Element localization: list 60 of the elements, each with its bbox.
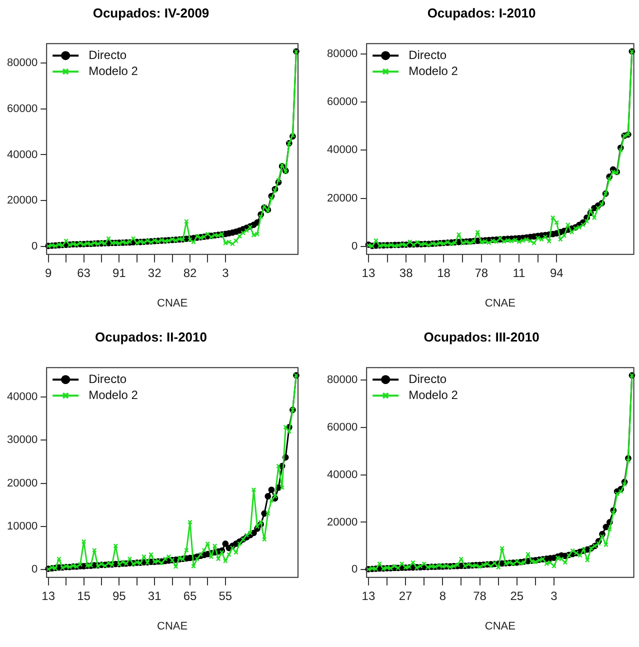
x-axis-title: CNAE — [484, 620, 516, 632]
legend-label: Directo — [88, 48, 127, 62]
x-axis-title: CNAE — [157, 620, 188, 632]
y-tick-label: 30000 — [6, 434, 38, 446]
y-tick-label: 20000 — [6, 477, 38, 490]
legend-label: Modelo 2 — [88, 388, 138, 402]
y-tick-label: 80000 — [326, 48, 358, 60]
x-tick-label: 3 — [550, 588, 558, 603]
x-tick-label: 31 — [148, 588, 162, 603]
y-tick-label: 80000 — [6, 56, 38, 69]
x-tick-label: 94 — [550, 266, 564, 280]
y-tick-label: 60000 — [326, 96, 358, 108]
legend-label: Modelo 2 — [408, 64, 458, 78]
y-tick-label: 40000 — [6, 148, 38, 161]
legend-label: Directo — [88, 372, 127, 386]
legend-label: Modelo 2 — [408, 388, 458, 402]
y-tick-label: 60000 — [326, 422, 358, 434]
y-tick-label: 0 — [31, 564, 38, 576]
chart-title: Ocupados: III-2010 — [424, 329, 540, 344]
x-tick-label: 38 — [399, 266, 414, 280]
y-tick-label: 40000 — [326, 144, 358, 156]
y-tick-label: 20000 — [326, 516, 358, 528]
x-tick-label: 27 — [398, 588, 413, 603]
y-tick-label: 0 — [31, 240, 38, 253]
x-tick-label: 9 — [45, 266, 52, 280]
x-tick-label: 78 — [474, 266, 488, 280]
y-tick-label: 40000 — [326, 468, 358, 481]
x-axis-title: CNAE — [157, 297, 188, 310]
x-tick-label: 91 — [112, 266, 126, 280]
x-tick-label: 13 — [362, 266, 376, 280]
x-tick-label: 55 — [218, 588, 232, 603]
legend-label: Directo — [408, 48, 447, 62]
y-tick-label: 10000 — [6, 520, 38, 532]
y-tick-label: 0 — [351, 240, 358, 253]
y-tick-label: 20000 — [326, 192, 358, 204]
y-tick-label: 40000 — [6, 390, 38, 403]
x-tick-label: 95 — [112, 588, 126, 603]
y-tick-label: 80000 — [326, 374, 358, 386]
chart-title: Ocupados: IV-2009 — [92, 5, 210, 20]
x-tick-label: 3 — [222, 266, 230, 280]
chart-title: Ocupados: II-2010 — [95, 329, 207, 344]
y-tick-label: 20000 — [6, 194, 38, 207]
x-tick-label: 65 — [183, 588, 197, 603]
x-tick-label: 11 — [512, 266, 526, 280]
x-axis-title: CNAE — [484, 297, 516, 310]
x-tick-label: 18 — [437, 266, 451, 280]
x-tick-label: 13 — [362, 588, 376, 603]
y-tick-label: 60000 — [6, 102, 38, 115]
x-tick-label: 13 — [42, 588, 56, 603]
x-tick-label: 63 — [77, 266, 91, 280]
x-tick-label: 82 — [183, 266, 197, 280]
x-tick-label: 32 — [148, 266, 162, 280]
x-tick-label: 25 — [510, 588, 524, 603]
x-tick-label: 15 — [77, 588, 91, 603]
x-tick-label: 8 — [439, 588, 446, 603]
x-tick-label: 78 — [473, 588, 487, 603]
chart-title: Ocupados: I-2010 — [427, 5, 536, 20]
y-tick-label: 0 — [351, 564, 358, 576]
legend-label: Modelo 2 — [88, 64, 138, 78]
legend-label: Directo — [408, 372, 447, 386]
